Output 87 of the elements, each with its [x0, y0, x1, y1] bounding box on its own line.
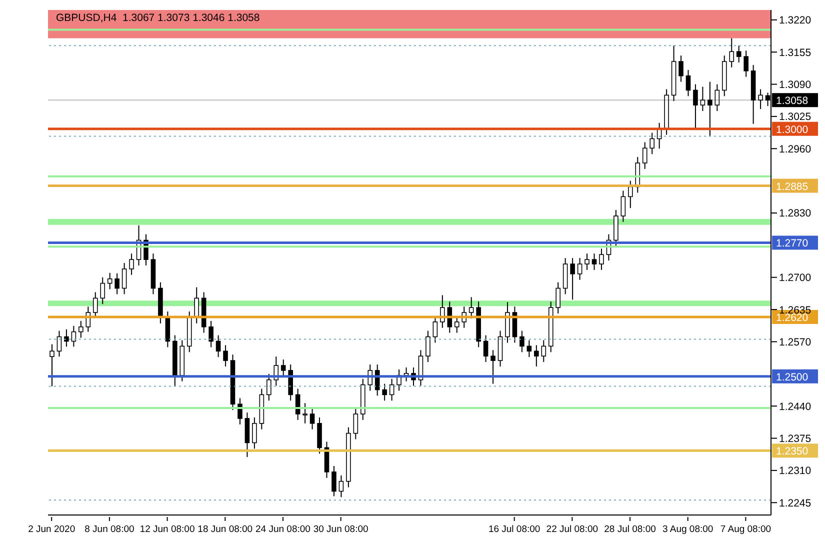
candlestick	[216, 334, 221, 358]
candlestick	[570, 258, 575, 300]
y-tick-label: 1.2310	[779, 465, 812, 478]
candlestick	[100, 276, 106, 305]
candlestick	[650, 132, 654, 155]
x-tick-label: 2 Jun 2020	[28, 524, 76, 535]
candlestick	[223, 344, 228, 367]
candlestick	[50, 344, 54, 387]
candlestick	[382, 383, 387, 402]
ref-line-label: 1.3000	[776, 124, 808, 136]
x-tick-label: 28 Jul 08:00	[604, 524, 656, 535]
candlestick	[490, 350, 496, 384]
candlestick	[122, 262, 127, 295]
candlestick	[64, 328, 69, 348]
x-tick-label: 24 Jun 08:00	[256, 524, 310, 535]
candlestick	[556, 282, 560, 314]
candlestick	[129, 253, 134, 276]
candlestick	[280, 359, 286, 377]
candlestick	[432, 315, 438, 344]
candlestick	[310, 408, 315, 430]
candlestick	[114, 272, 120, 295]
candlestick	[714, 84, 720, 112]
y-tick-label: 1.2245	[779, 497, 812, 510]
x-tick-label: 7 Aug 08:00	[720, 524, 772, 535]
y-tick-label: 1.3220	[779, 14, 812, 27]
candlestick	[620, 190, 626, 222]
candlestick	[389, 378, 394, 402]
candlestick	[208, 320, 214, 348]
candlestick	[447, 301, 452, 334]
candlestick	[426, 330, 430, 363]
candlestick	[708, 81, 712, 137]
candlestick	[700, 86, 706, 112]
candlestick	[686, 69, 691, 97]
candlestick	[736, 45, 742, 63]
y-tick-label: 1.2700	[779, 272, 812, 284]
candlestick	[526, 340, 532, 358]
chart-title: GBPUSD,H4 1.3067 1.3073 1.3046 1.3058	[56, 12, 260, 24]
y-tick-label: 1.2440	[779, 400, 812, 413]
x-tick-label: 3 Aug 08:00	[662, 524, 714, 535]
candlestick	[338, 474, 344, 498]
candlestick	[541, 340, 546, 363]
ref-line-label: 1.2770	[776, 238, 808, 250]
candlestick	[78, 320, 84, 338]
ref-line-label: 1.2885	[776, 180, 808, 193]
candlestick	[584, 253, 590, 270]
candlestick	[577, 258, 582, 280]
candlestick	[534, 344, 539, 367]
ref-line-label: 1.2500	[776, 371, 808, 384]
candlestick	[266, 373, 272, 402]
candlestick	[498, 330, 503, 367]
x-tick-label: 22 Jul 08:00	[546, 524, 598, 535]
candlestick	[483, 334, 488, 363]
candlestick	[238, 398, 242, 425]
candlestick	[520, 330, 524, 353]
candlestick	[454, 315, 460, 334]
y-tick-label: 1.2375	[779, 432, 812, 445]
y-tick-label: 1.2830	[779, 208, 812, 220]
candlestick	[468, 296, 474, 319]
x-tick-label: 8 Jun 08:00	[84, 524, 134, 535]
candlestick	[599, 248, 604, 270]
candlestick	[744, 50, 748, 78]
candlestick	[92, 292, 98, 318]
candlestick	[332, 465, 336, 497]
y-tick-label: 1.3155	[779, 46, 812, 59]
ref-line-label: 1.2350	[776, 446, 808, 458]
candlestick	[56, 330, 62, 358]
y-tick-label: 1.2570	[779, 336, 812, 348]
x-tick-label: 16 Jul 08:00	[488, 524, 540, 535]
y-tick-label: 1.3025	[779, 111, 812, 124]
x-tick-label: 18 Jun 08:00	[198, 524, 253, 535]
candlestick	[302, 402, 308, 424]
candlestick	[642, 142, 648, 170]
x-tick-label: 30 Jun 08:00	[313, 524, 368, 535]
y-tick-label: 1.3090	[779, 78, 812, 91]
candlestick	[758, 88, 763, 110]
candlestick	[353, 408, 358, 440]
candlestick	[107, 272, 112, 290]
ref-line-label: 1.3058	[776, 95, 808, 108]
candlestick	[628, 180, 633, 209]
candlestick	[592, 253, 597, 270]
candlestick	[678, 55, 684, 82]
y-tick-label: 1.2960	[779, 143, 812, 156]
candlestick	[693, 84, 698, 130]
candlestick	[252, 416, 257, 450]
x-tick-label: 12 Jun 08:00	[140, 524, 195, 535]
candlestick	[194, 286, 199, 324]
candlestick	[729, 38, 734, 68]
